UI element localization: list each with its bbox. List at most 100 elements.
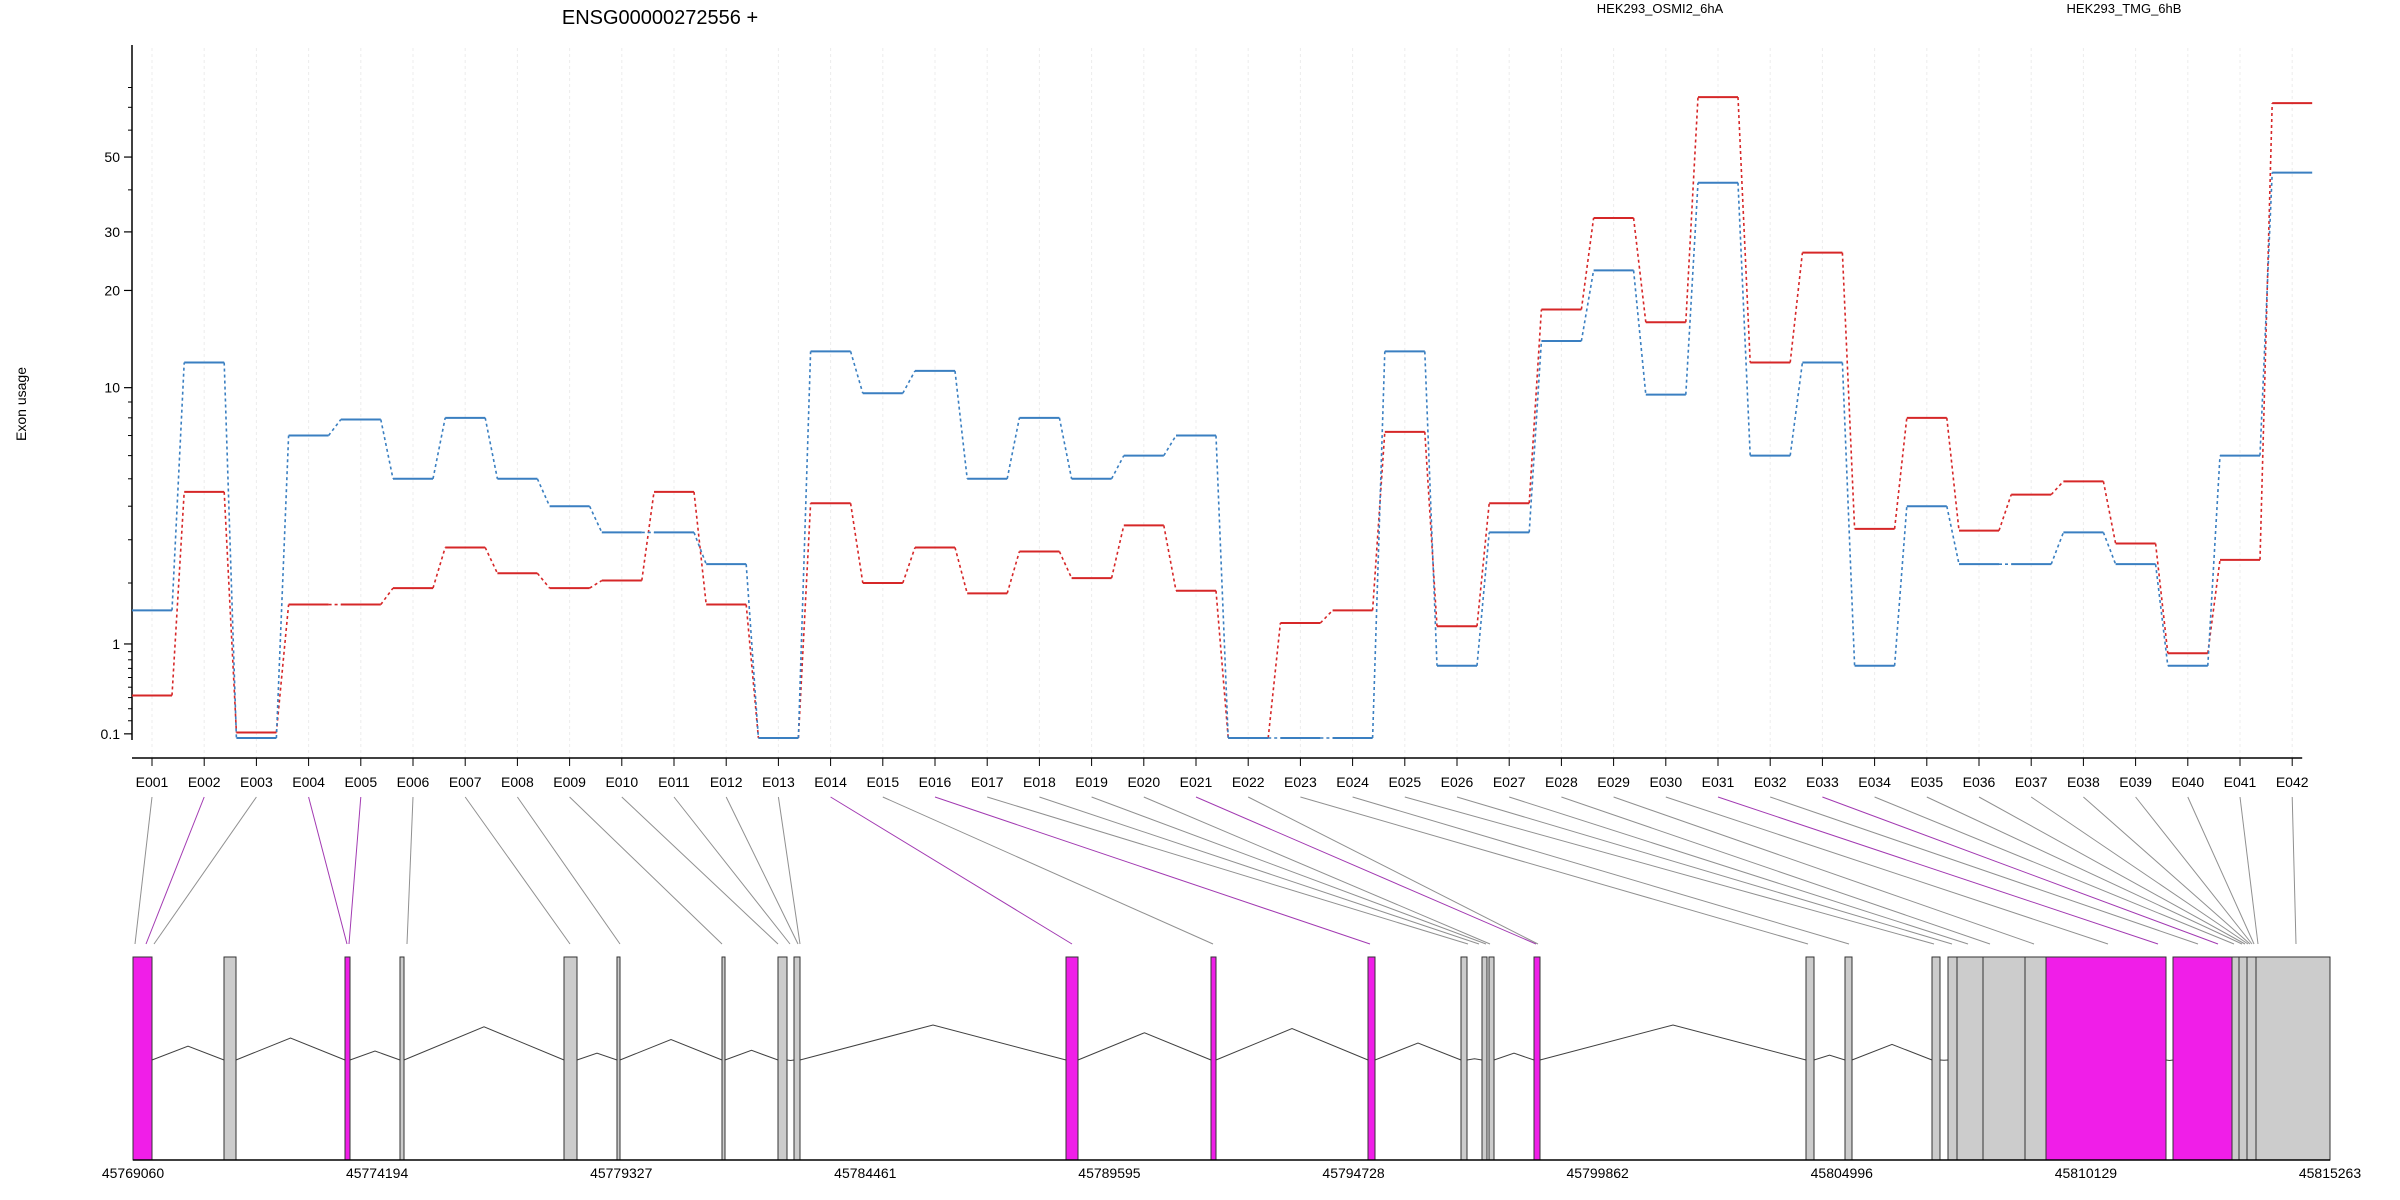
connector-E042 — [2291, 796, 2297, 945]
series-transition — [849, 351, 864, 394]
exon — [1931, 956, 1941, 1161]
series-transition — [1215, 435, 1229, 739]
series-transition — [171, 362, 185, 611]
series-transition — [327, 419, 342, 437]
series-HEK293_TMG_6hB — [132, 171, 2313, 739]
series-transition — [1476, 503, 1490, 627]
series-transition — [693, 491, 707, 605]
intron-line — [576, 1052, 618, 1061]
exon — [616, 956, 621, 1161]
x-tick-label-E006: E006 — [397, 774, 430, 790]
y-tick-label: 10 — [104, 380, 120, 396]
chart-title: ENSG00000272556 + — [562, 7, 758, 29]
exon — [223, 956, 237, 1161]
x-tick-label-E023: E023 — [1284, 774, 1317, 790]
series-transition — [2154, 543, 2169, 654]
series-transition — [1006, 417, 1021, 479]
series-transition — [1110, 455, 1125, 480]
intron-line — [1493, 1052, 1535, 1061]
exon — [2255, 956, 2331, 1161]
series-transition — [2259, 103, 2273, 560]
exon — [721, 956, 726, 1161]
exon-significant — [1065, 956, 1079, 1161]
x-tick-label-E005: E005 — [344, 774, 377, 790]
x-tick-label-E030: E030 — [1649, 774, 1682, 790]
series-transition — [797, 351, 812, 739]
intron-line — [1215, 1028, 1369, 1061]
series-transition — [1006, 551, 1021, 594]
series-transition — [1215, 590, 1229, 739]
intron-line — [349, 1050, 401, 1061]
series-transition — [745, 564, 760, 739]
x-tick-label-E019: E019 — [1075, 774, 1108, 790]
exon — [2231, 956, 2240, 1161]
genomic-tick-label: 45774194 — [346, 1165, 409, 1181]
x-tick-label-E009: E009 — [553, 774, 586, 790]
exon-significant — [132, 956, 153, 1161]
connector-E005 — [348, 796, 362, 945]
series-transition — [954, 547, 968, 594]
vertical-gridlines — [151, 48, 2293, 758]
series-transition — [1058, 417, 1073, 479]
connector-E007 — [464, 796, 571, 945]
exon — [793, 956, 801, 1161]
y-axis-label: Exon usage — [13, 367, 29, 441]
x-tick-label-E032: E032 — [1754, 774, 1787, 790]
connector-E040 — [2187, 796, 2255, 945]
exon-significant — [2172, 956, 2233, 1161]
connector-E021 — [1195, 796, 1537, 945]
connector-E031 — [1717, 796, 2159, 945]
genomic-tick-label: 45810129 — [2055, 1165, 2118, 1181]
connector-E022 — [1247, 796, 1539, 945]
connector-E004 — [308, 796, 348, 945]
connector-E001 — [134, 796, 153, 945]
series-transition — [1737, 97, 1751, 363]
series-transition — [432, 547, 446, 589]
x-tick-label-E037: E037 — [2015, 774, 2048, 790]
intron-line — [724, 1049, 779, 1061]
series-transition — [641, 491, 655, 581]
connector-E013 — [777, 796, 801, 945]
series-transition — [2102, 481, 2117, 544]
x-tick-label-E025: E025 — [1388, 774, 1421, 790]
series-transition — [1789, 362, 1804, 456]
series-transition — [1528, 340, 1543, 533]
connector-E037 — [2030, 796, 2249, 945]
exon-significant — [344, 956, 351, 1161]
intron-line — [1539, 1024, 1807, 1061]
series-transition — [902, 370, 916, 394]
exon — [777, 956, 788, 1161]
connector-E027 — [1509, 796, 1969, 945]
genomic-tick-label: 45779327 — [590, 1165, 653, 1181]
connector-E033 — [1822, 796, 2219, 945]
connector-E011 — [673, 796, 791, 945]
x-tick-label-E021: E021 — [1180, 774, 1213, 790]
connector-E019 — [1091, 796, 1487, 945]
exon-significant — [2045, 956, 2167, 1161]
series-transition — [275, 604, 290, 733]
series-transition — [2154, 564, 2169, 666]
x-tick-label-E008: E008 — [501, 774, 534, 790]
x-tick-label-E022: E022 — [1232, 774, 1265, 790]
series-transition — [1319, 609, 1334, 624]
intron-line — [1813, 1054, 1846, 1061]
intron-line — [1077, 1032, 1212, 1061]
connector-E026 — [1456, 796, 1953, 945]
x-tick-label-E016: E016 — [919, 774, 952, 790]
connector-E023 — [1300, 796, 1809, 945]
x-tick-label-E010: E010 — [605, 774, 638, 790]
series-transition — [1371, 351, 1386, 739]
x-tick-label-E042: E042 — [2276, 774, 2309, 790]
connector-E032 — [1770, 796, 2199, 945]
connector-E016 — [934, 796, 1371, 945]
x-tick-label-E027: E027 — [1493, 774, 1526, 790]
series-transition — [1110, 525, 1125, 579]
y-axis: 0.1 1 10 20 30 50 — [101, 45, 133, 742]
x-tick-label-E024: E024 — [1336, 774, 1369, 790]
intron-line — [799, 1024, 1067, 1061]
genomic-tick-label: 45804996 — [1811, 1165, 1874, 1181]
x-tick-label-E028: E028 — [1545, 774, 1578, 790]
intron-line — [235, 1037, 346, 1061]
intron-line — [403, 1026, 565, 1061]
x-tick-label-E017: E017 — [971, 774, 1004, 790]
